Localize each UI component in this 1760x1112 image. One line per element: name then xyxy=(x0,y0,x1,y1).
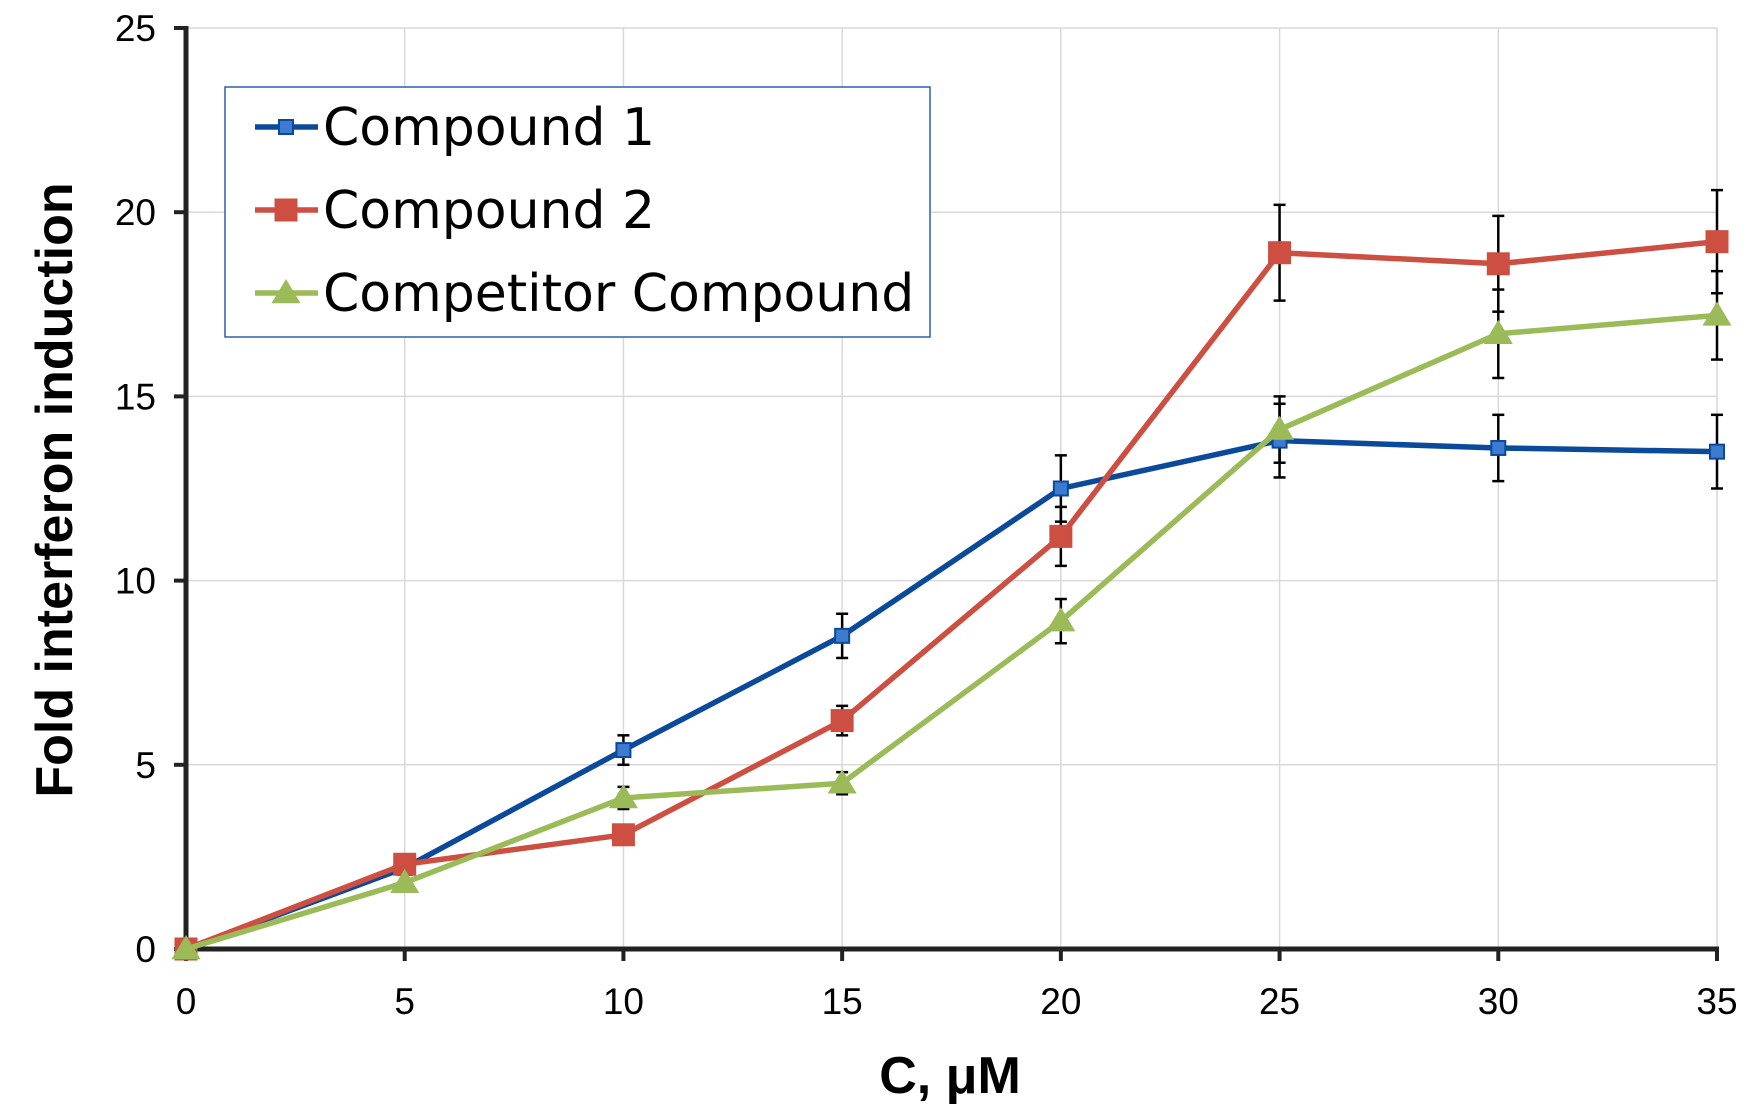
y-tick-label: 10 xyxy=(115,561,156,602)
data-point xyxy=(830,709,854,733)
legend: Compound 1 Compound 2 Competitor Compound xyxy=(224,86,931,338)
legend-item: Compound 2 xyxy=(255,181,655,241)
data-point xyxy=(171,935,201,960)
series-2 xyxy=(171,301,1732,960)
x-tick-label: 0 xyxy=(176,981,197,1022)
data-point xyxy=(1046,607,1076,632)
legend-label: Compound 2 xyxy=(323,181,655,241)
data-point xyxy=(1490,439,1507,456)
legend-swatch-marker xyxy=(271,279,301,304)
data-point xyxy=(1709,443,1725,460)
y-tick-label: 0 xyxy=(135,929,156,970)
tick-labels: 0 5 10 15 20 25 0 5 10 15 20 25 30 35 xyxy=(115,8,1738,1022)
y-tick-label: 20 xyxy=(115,192,156,233)
data-point xyxy=(608,783,638,809)
x-axis-title: C, μM xyxy=(879,1047,1021,1105)
series-line xyxy=(185,437,1718,952)
data-point xyxy=(827,769,857,794)
series-2-error-bars xyxy=(617,269,1723,811)
data-point xyxy=(1702,301,1732,326)
y-tick-label: 5 xyxy=(135,745,156,786)
legend-item: Compound 1 xyxy=(255,98,655,158)
data-point xyxy=(1486,252,1510,276)
legend-label: Compound 1 xyxy=(323,98,655,158)
y-axis-title: Fold interferon induction xyxy=(26,182,84,797)
x-tick-label: 25 xyxy=(1259,981,1300,1022)
x-tick-label: 20 xyxy=(1040,981,1081,1022)
x-tick-label: 35 xyxy=(1696,981,1737,1022)
y-tick-label: 25 xyxy=(115,8,156,49)
x-tick-label: 5 xyxy=(394,981,415,1022)
series-layer xyxy=(171,188,1732,961)
x-tick-label: 15 xyxy=(822,981,863,1022)
x-tick-label: 10 xyxy=(603,981,644,1022)
legend-swatch-marker xyxy=(278,119,294,135)
data-point xyxy=(1052,480,1069,497)
data-point xyxy=(615,742,632,759)
legend-items: Compound 1 Compound 2 Competitor Compound xyxy=(255,98,914,324)
axes xyxy=(174,26,1719,961)
data-point xyxy=(1483,319,1513,345)
data-point xyxy=(1705,230,1729,254)
legend-swatch-marker xyxy=(274,198,298,222)
data-point xyxy=(1268,241,1292,265)
data-point xyxy=(834,627,851,644)
series-line xyxy=(185,312,1718,952)
data-point xyxy=(611,823,635,847)
legend-label: Competitor Compound xyxy=(323,264,914,324)
data-point xyxy=(1265,415,1295,440)
series-line xyxy=(185,238,1718,952)
legend-box xyxy=(224,86,931,338)
x-tick-label: 30 xyxy=(1478,981,1519,1022)
y-tick-label: 15 xyxy=(115,376,156,417)
series-0-error-bars xyxy=(617,402,1723,767)
series-1 xyxy=(174,230,1729,961)
legend-item: Competitor Compound xyxy=(255,264,914,324)
data-point xyxy=(1049,524,1073,548)
data-point xyxy=(390,868,420,893)
